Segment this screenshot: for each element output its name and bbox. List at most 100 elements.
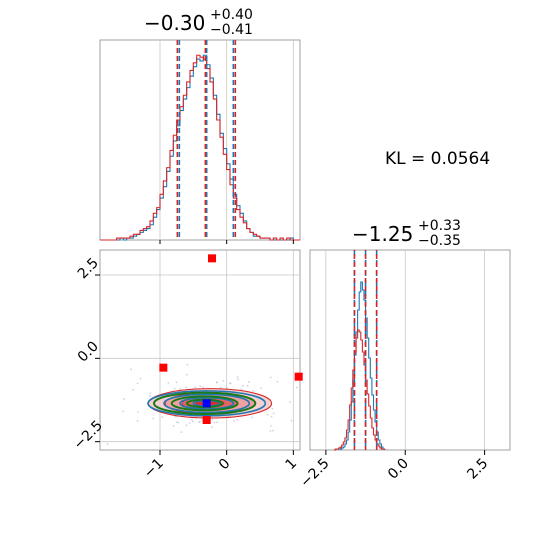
joint-sample-point [276,380,279,383]
joint-sample-point [210,426,213,429]
joint-sample-point [149,394,151,397]
joint-sample-point [236,376,239,378]
joint-x-tick-label: 0 [216,456,234,474]
joint-sample-point [167,381,170,384]
joint-sample-point [132,388,134,391]
marginal-y-histogram-step [339,281,386,450]
joint-sample-point [269,430,272,432]
joint-sample-point [191,420,194,423]
marginal-y-frame [309,249,511,451]
joint-sample-point [213,421,216,424]
joint-sample-point [266,413,269,416]
marginal-y-title-value: −1.25 [352,222,414,246]
joint-sample-point [136,420,139,422]
marginal-y-tick-label: −2.5 [297,456,332,491]
joint-frame [99,249,301,451]
joint-sample-point [348,398,350,400]
joint-sample-point [199,385,202,388]
joint-sample-point [191,418,193,421]
joint-sample-point [272,412,275,415]
joint-sample-point [180,431,183,434]
joint-sample-point [246,384,249,387]
green-contour [153,391,257,416]
joint-sample-point [152,417,155,420]
joint-sample-point [248,381,250,383]
blue-contour [147,390,267,417]
joint-sample-point [290,419,293,422]
joint-sample-point [122,410,125,413]
joint-sample-point [175,381,178,384]
marginal-x-title: −0.30 +0.40 −0.41 [144,8,253,37]
joint-sample-point [172,424,175,427]
joint-sample-point [211,418,214,421]
joint-marker [202,399,211,408]
joint-panel: −1 0 1 −2.5 0.0 2.5 [71,249,350,482]
joint-sample-point [226,387,229,390]
kl-annotation: KL = 0.0564 [385,149,491,169]
joint-sample-point [233,419,235,422]
joint-marker [159,363,168,372]
joint-x-tick-label: 1 [283,456,301,474]
joint-sample-point [296,386,298,389]
joint-sample-point [185,424,188,427]
marginal-y-tick-label: 2.5 [464,456,491,483]
joint-sample-point [177,421,180,424]
marginal-y-panel: −2.5 0.0 2.5 [297,249,511,491]
joint-y-tick-label: 2.5 [75,255,102,282]
joint-sample-point [271,407,274,410]
joint-sample-point [188,422,191,424]
joint-sample-point [137,411,139,413]
marginal-x-frame [99,39,301,241]
joint-sample-point [240,388,243,391]
joint-sample-point [161,416,164,419]
joint-sample-point [251,416,253,419]
joint-sample-point [194,386,197,389]
joint-sample-point [222,379,225,382]
marginal-x-histograms [100,54,300,241]
joint-sample-point [175,421,178,424]
joint-sample-point [215,381,218,384]
marginal-x-histogram-step [100,54,300,241]
joint-sample-point [185,373,188,376]
joint-sample-point [229,382,232,385]
joint-sample-point [149,392,152,394]
marginal-x-panel [99,39,301,244]
marginal-x-title-value: −0.30 [144,11,206,35]
joint-marker [202,416,211,424]
joint-sample-point [260,387,262,390]
joint-markers [159,254,303,424]
joint-y-tick-label: −2.5 [71,418,106,453]
marginal-y-grid [325,250,486,450]
blue-contour [179,396,235,410]
joint-grid [100,250,300,450]
joint-marker [208,254,216,263]
marginal-x-title-lower: −0.41 [210,22,253,38]
joint-x-tick-label: −1 [141,456,167,482]
marginal-y-quantile-lines [353,250,378,450]
joint-sample-point [237,378,239,381]
green-contour [170,395,239,412]
marginal-y-tick-label: 0.0 [385,456,412,483]
joint-sample-point [123,398,126,400]
joint-sample-point [106,443,109,446]
marginal-x-title-upper: +0.40 [210,7,253,23]
joint-sample-point [202,386,204,389]
marginal-x-histogram-step [100,54,300,241]
joint-sample-point [269,376,272,379]
joint-sample-point [236,418,239,421]
marginal-y-ticks: −2.5 0.0 2.5 [297,450,491,491]
joint-y-tick-label: 0.0 [75,338,102,365]
marginal-y-title-lower: −0.35 [418,233,461,249]
joint-sample-point [270,424,272,427]
joint-sample-point [173,387,176,390]
marginal-y-title-upper: +0.33 [418,218,461,234]
joint-sample-point [242,384,244,387]
joint-sample-point [288,401,291,403]
joint-sample-point [251,389,254,392]
joint-sample-point [215,421,218,424]
joint-sample-point [198,421,201,424]
joint-contours [106,363,350,446]
joint-sample-point [139,377,142,380]
joint-sample-point [185,386,187,389]
